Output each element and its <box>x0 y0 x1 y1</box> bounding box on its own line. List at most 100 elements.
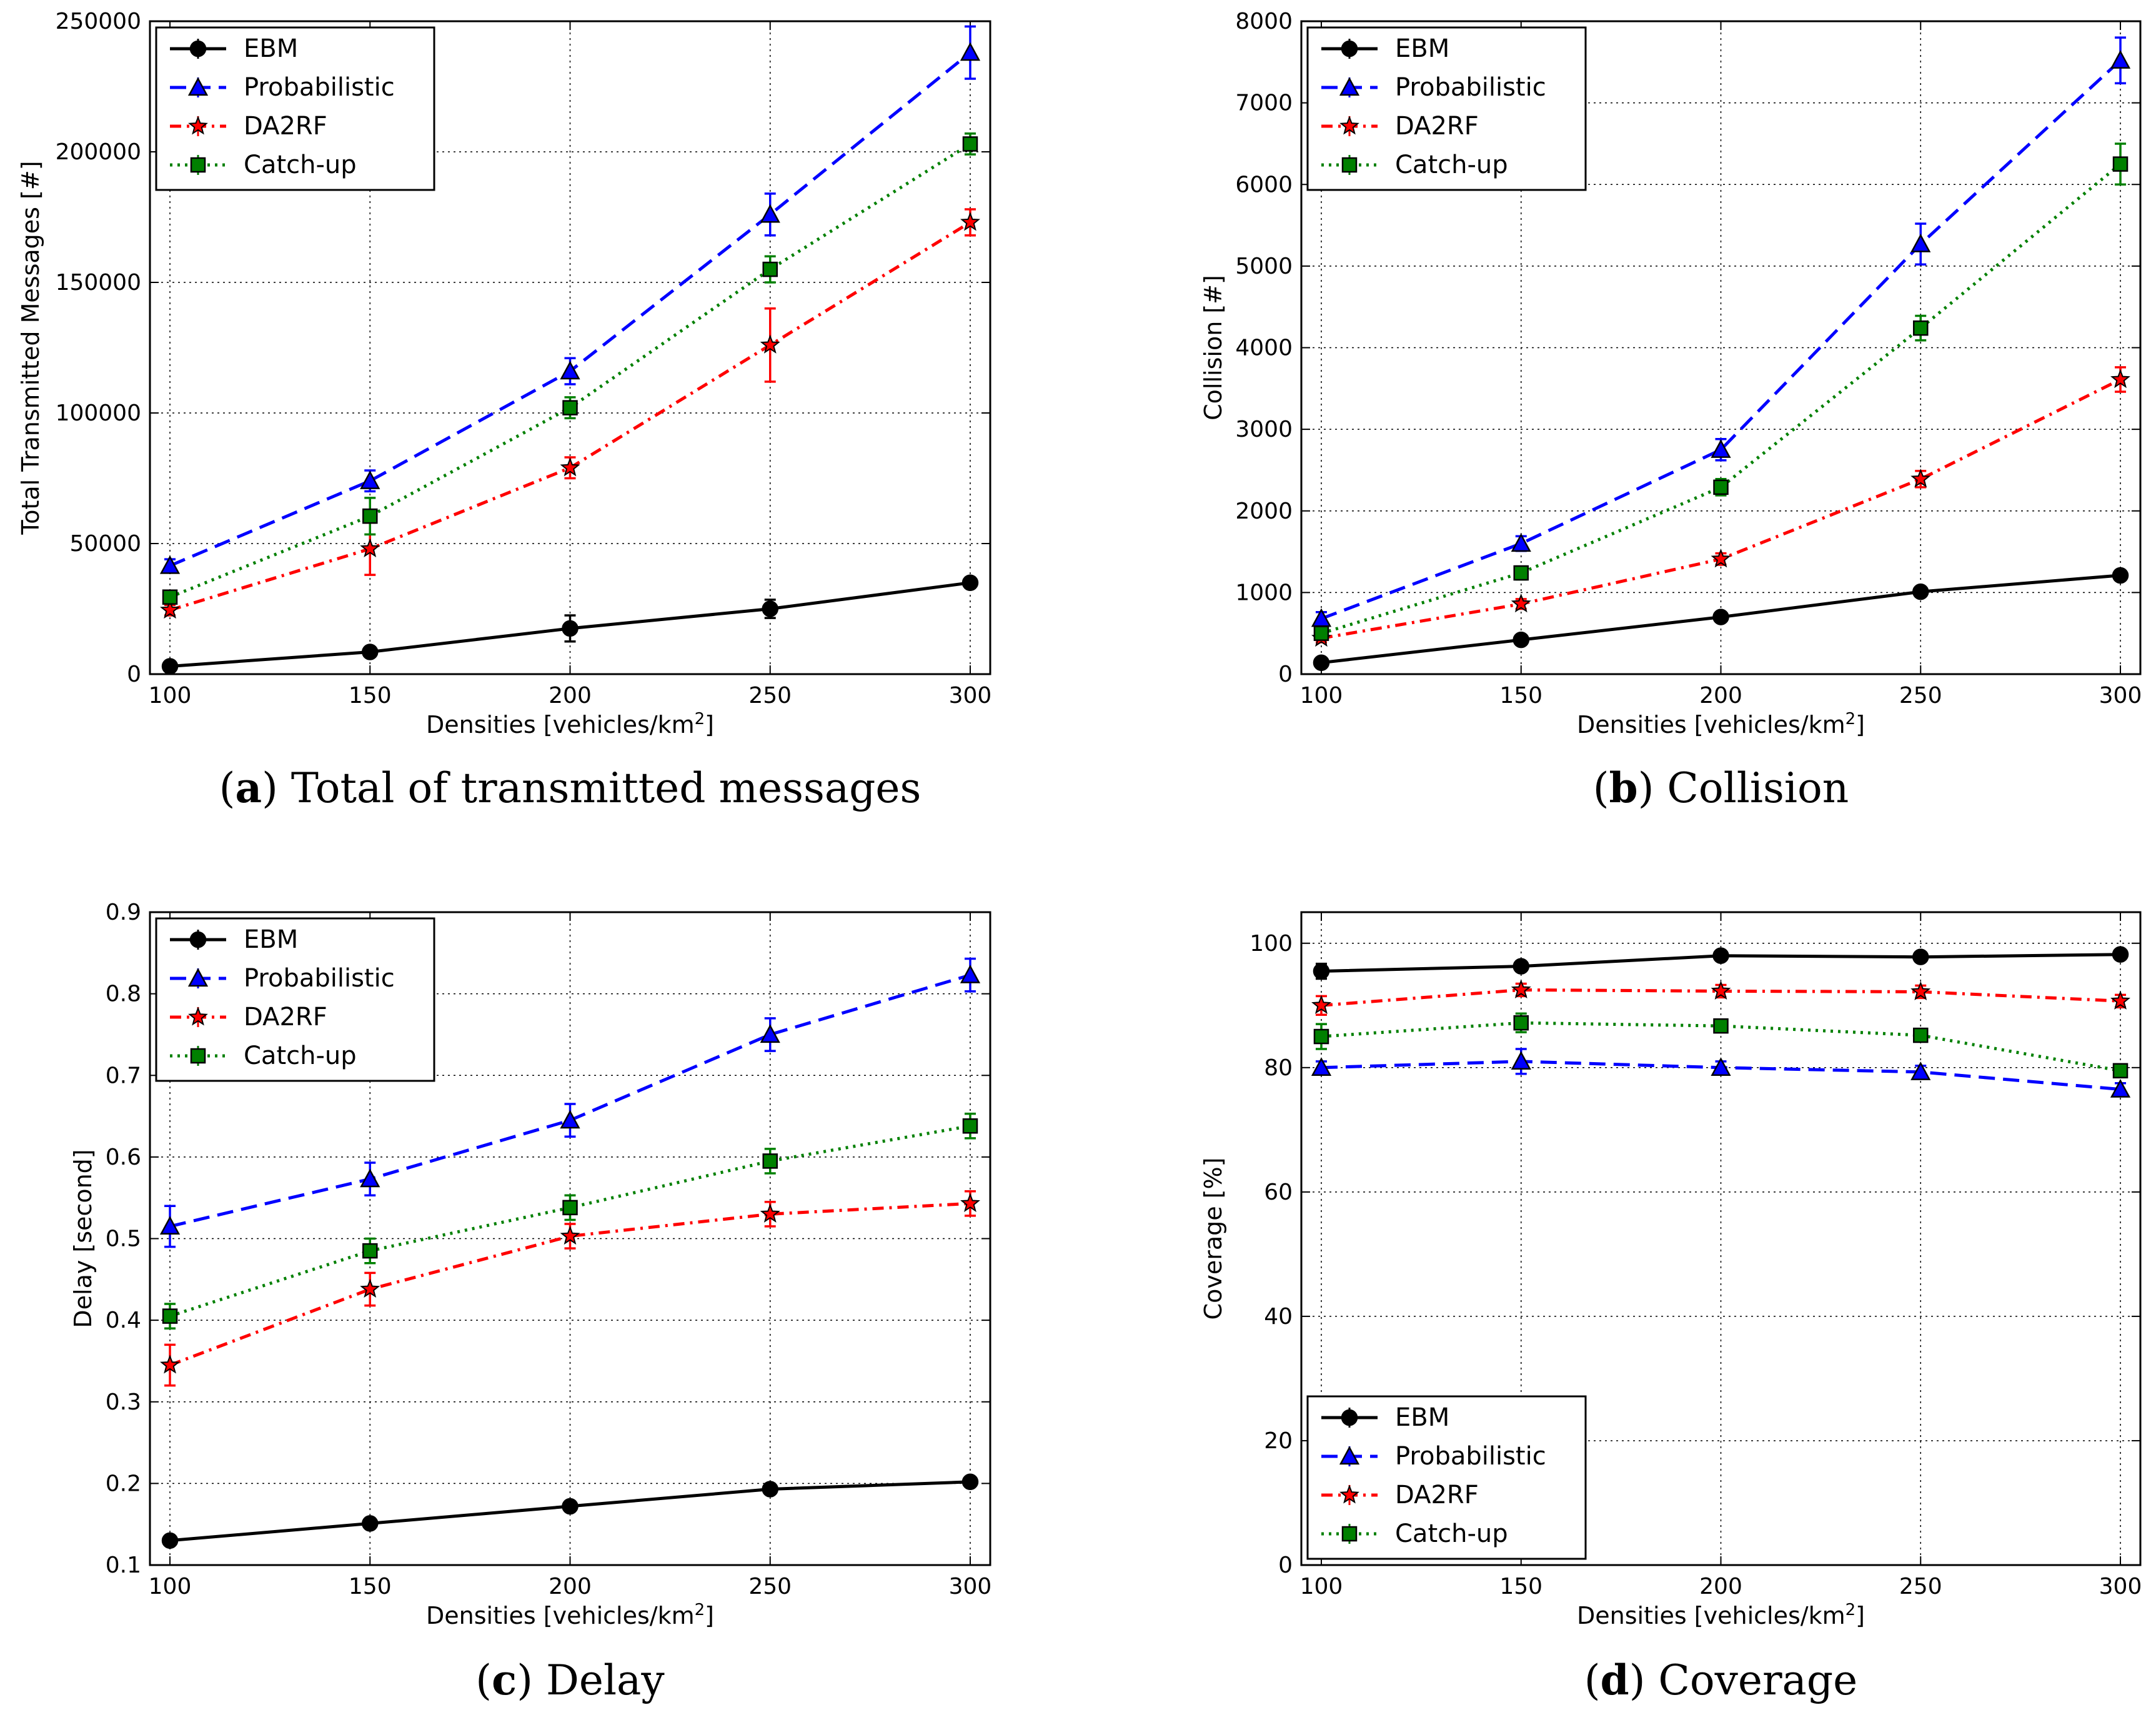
y-tick-label: 0 <box>127 662 141 687</box>
data-point <box>360 470 380 489</box>
data-point <box>1513 958 1529 975</box>
data-point <box>362 508 378 524</box>
series-line <box>169 1201 971 1367</box>
data-point <box>1313 1028 1329 1045</box>
legend-label: EBM <box>1395 34 1449 63</box>
y-tick-label: 150000 <box>56 270 141 296</box>
data-point <box>1711 439 1731 458</box>
data-point <box>162 1308 178 1324</box>
series-line <box>1321 59 2122 620</box>
y-tick-label: 0 <box>1278 662 1293 687</box>
y-tick-label: 0.2 <box>106 1471 141 1496</box>
data-point <box>1910 981 1931 1000</box>
legend-marker <box>1341 40 1358 57</box>
y-axis-label: Coverage [%] <box>1200 1158 1227 1320</box>
y-tick-label: 7000 <box>1235 91 1293 116</box>
series-probabilistic <box>159 957 981 1248</box>
legend: EBM Probabilistic DA2RF Catch-up <box>155 26 435 191</box>
x-tick-label: 200 <box>1699 683 1742 708</box>
data-point <box>362 644 379 660</box>
legend-label: DA2RF <box>1395 112 1479 141</box>
data-point <box>1313 963 1330 980</box>
legend-label: EBM <box>244 34 298 63</box>
caption: (d) Coverage <box>1584 1656 1857 1704</box>
data-point <box>760 204 780 223</box>
y-tick-label: 3000 <box>1235 417 1293 442</box>
data-point <box>560 457 580 477</box>
legend-label: Probabilistic <box>244 73 395 102</box>
data-point <box>1711 1057 1731 1076</box>
legend-marker <box>1339 1484 1359 1504</box>
data-point <box>1511 593 1531 613</box>
y-tick-label: 0 <box>1278 1553 1293 1578</box>
legend-marker <box>190 157 206 173</box>
data-point <box>159 555 181 574</box>
data-point <box>962 136 978 152</box>
data-point <box>160 599 180 619</box>
data-point <box>360 1168 380 1188</box>
x-tick-label: 250 <box>748 683 792 708</box>
y-tick-label: 0.9 <box>106 900 141 925</box>
data-point <box>762 261 778 277</box>
data-point <box>562 400 578 415</box>
caption: (b) Collision <box>1593 763 1849 812</box>
x-tick-label: 300 <box>949 1574 992 1599</box>
y-tick-label: 50000 <box>69 531 141 557</box>
series-probabilistic <box>1311 36 2131 627</box>
y-tick-label: 80 <box>1264 1055 1293 1081</box>
legend-label: DA2RF <box>244 112 327 141</box>
data-point <box>1311 1057 1332 1076</box>
legend-label: Probabilistic <box>244 964 395 993</box>
data-point <box>961 1473 979 1491</box>
axes-frame <box>1300 20 2142 675</box>
x-tick-label: 200 <box>549 1574 592 1599</box>
y-tick-label: 250000 <box>56 9 141 34</box>
legend-marker <box>1339 77 1360 96</box>
series-catch-up <box>162 1112 978 1330</box>
series-ebm <box>161 574 979 675</box>
x-tick-label: 100 <box>149 683 192 708</box>
legend-marker <box>187 77 209 96</box>
legend: EBM Probabilistic DA2RF Catch-up <box>1306 1395 1587 1560</box>
data-point <box>2110 990 2130 1010</box>
series-catch-up <box>1313 1012 2129 1079</box>
legend-label: Probabilistic <box>1395 73 1546 102</box>
y-tick-label: 200000 <box>56 139 141 165</box>
y-tick-label: 2000 <box>1235 499 1293 524</box>
x-tick-label: 300 <box>949 683 992 708</box>
y-tick-label: 0.8 <box>106 982 141 1007</box>
data-point <box>760 1203 780 1223</box>
legend-marker <box>189 40 207 57</box>
caption: (c) Delay <box>475 1656 665 1704</box>
y-tick-label: 40 <box>1264 1304 1293 1330</box>
data-point <box>1713 1018 1729 1034</box>
y-tick-label: 0.1 <box>106 1553 141 1578</box>
series-da2rf <box>1311 979 2130 1016</box>
data-point <box>961 574 979 591</box>
data-point <box>560 1225 580 1245</box>
data-point <box>1910 1061 1931 1080</box>
data-point <box>360 538 380 557</box>
data-point <box>161 1532 179 1549</box>
y-tick-label: 100000 <box>56 400 141 426</box>
data-point <box>2110 369 2130 389</box>
data-point <box>762 1153 778 1169</box>
chart-d: 100 150 200 250 300 0 20 40 60 80 100 Densities [ve… <box>1200 911 2142 1704</box>
legend-marker <box>1339 1446 1360 1465</box>
axes-frame <box>1300 911 2142 1566</box>
data-point <box>161 658 179 675</box>
y-tick-label: 100 <box>1249 931 1293 957</box>
x-tick-label: 300 <box>2099 683 2142 708</box>
data-point <box>1913 320 1929 336</box>
data-point <box>2110 50 2131 69</box>
y-tick-label: 1000 <box>1235 580 1293 605</box>
series-da2rf <box>160 1190 980 1387</box>
x-tick-label: 150 <box>349 1574 392 1599</box>
x-tick-label: 100 <box>1300 683 1343 708</box>
legend-marker <box>190 1048 206 1064</box>
legend-marker <box>1341 1409 1358 1426</box>
x-tick-label: 150 <box>1499 683 1542 708</box>
legend: EBM Probabilistic DA2RF Catch-up <box>1306 26 1587 191</box>
data-point <box>1910 469 1931 488</box>
data-point <box>159 1216 181 1235</box>
